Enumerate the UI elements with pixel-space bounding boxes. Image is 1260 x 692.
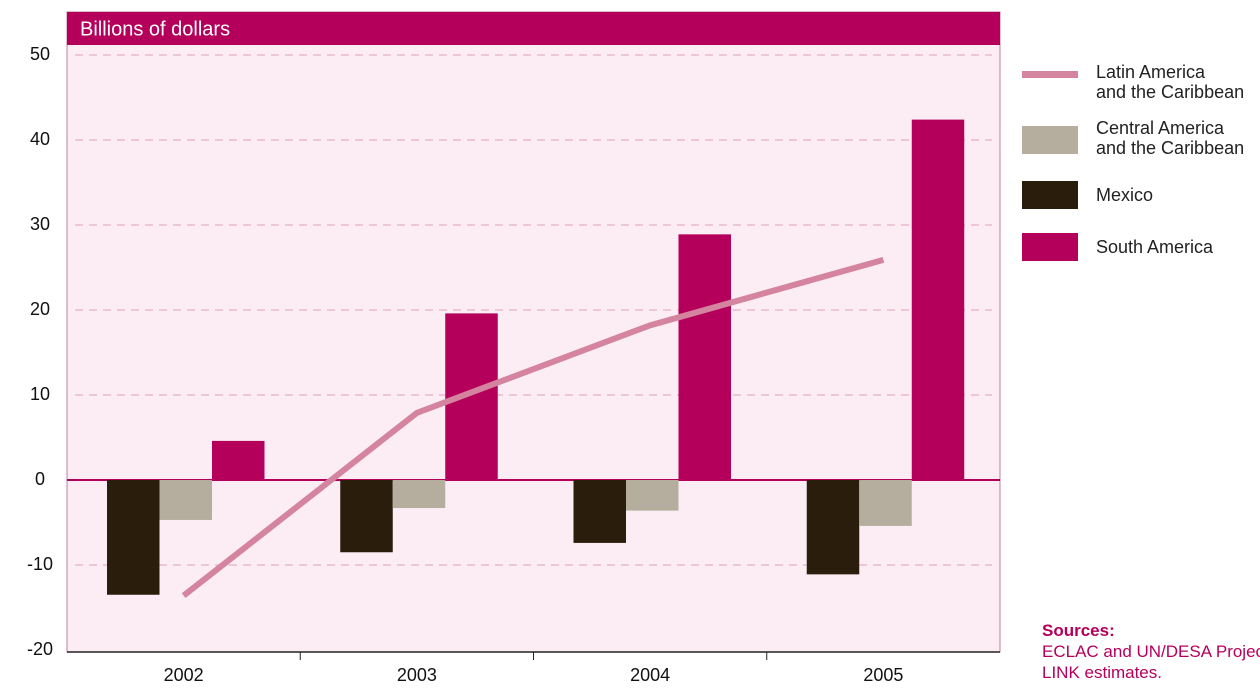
bar xyxy=(806,480,860,575)
y-tick-label: -20 xyxy=(27,639,53,659)
x-tick-label: 2005 xyxy=(863,665,903,685)
bar xyxy=(573,480,626,543)
sources-title: Sources: xyxy=(1042,621,1115,640)
line xyxy=(181,256,885,598)
y-tick-label: 10 xyxy=(30,384,50,404)
y-tick-label: 50 xyxy=(30,44,50,64)
bar xyxy=(911,119,965,480)
bar xyxy=(859,480,912,526)
sources-text: ECLAC and UN/DESA Project LINK estimates… xyxy=(1042,642,1260,682)
bar xyxy=(626,480,679,511)
y-tick-label: 0 xyxy=(35,469,45,489)
x-tick-label: 2002 xyxy=(164,665,204,685)
x-tick-label: 2004 xyxy=(630,665,670,685)
y-tick-label: -10 xyxy=(27,554,53,574)
legend-swatch xyxy=(1022,181,1078,209)
bar xyxy=(340,480,393,553)
bar xyxy=(107,480,160,595)
legend-label: Mexico xyxy=(1096,185,1154,205)
y-tick-label: 40 xyxy=(30,129,50,149)
y-tick-label: 20 xyxy=(30,299,50,319)
x-tick-label: 2003 xyxy=(397,665,437,685)
legend-swatch xyxy=(1022,126,1078,154)
sources: Sources: ECLAC and UN/DESA Project LINK … xyxy=(1042,620,1260,683)
legend-label: Central America and the Caribbean xyxy=(1096,118,1245,158)
bar xyxy=(212,440,265,480)
legend-label: Latin America and the Caribbean xyxy=(1096,62,1245,102)
y-tick-label: 30 xyxy=(30,214,50,234)
plot-background xyxy=(66,11,1001,653)
bar xyxy=(678,234,731,480)
header-band xyxy=(67,12,1000,45)
legend-label: South America xyxy=(1096,237,1214,257)
chart-title: Billions of dollars xyxy=(80,18,230,40)
marks xyxy=(107,119,965,598)
bar xyxy=(159,480,212,520)
bar xyxy=(392,480,446,509)
legend-swatch xyxy=(1022,233,1078,261)
legend-swatch xyxy=(1022,71,1078,78)
